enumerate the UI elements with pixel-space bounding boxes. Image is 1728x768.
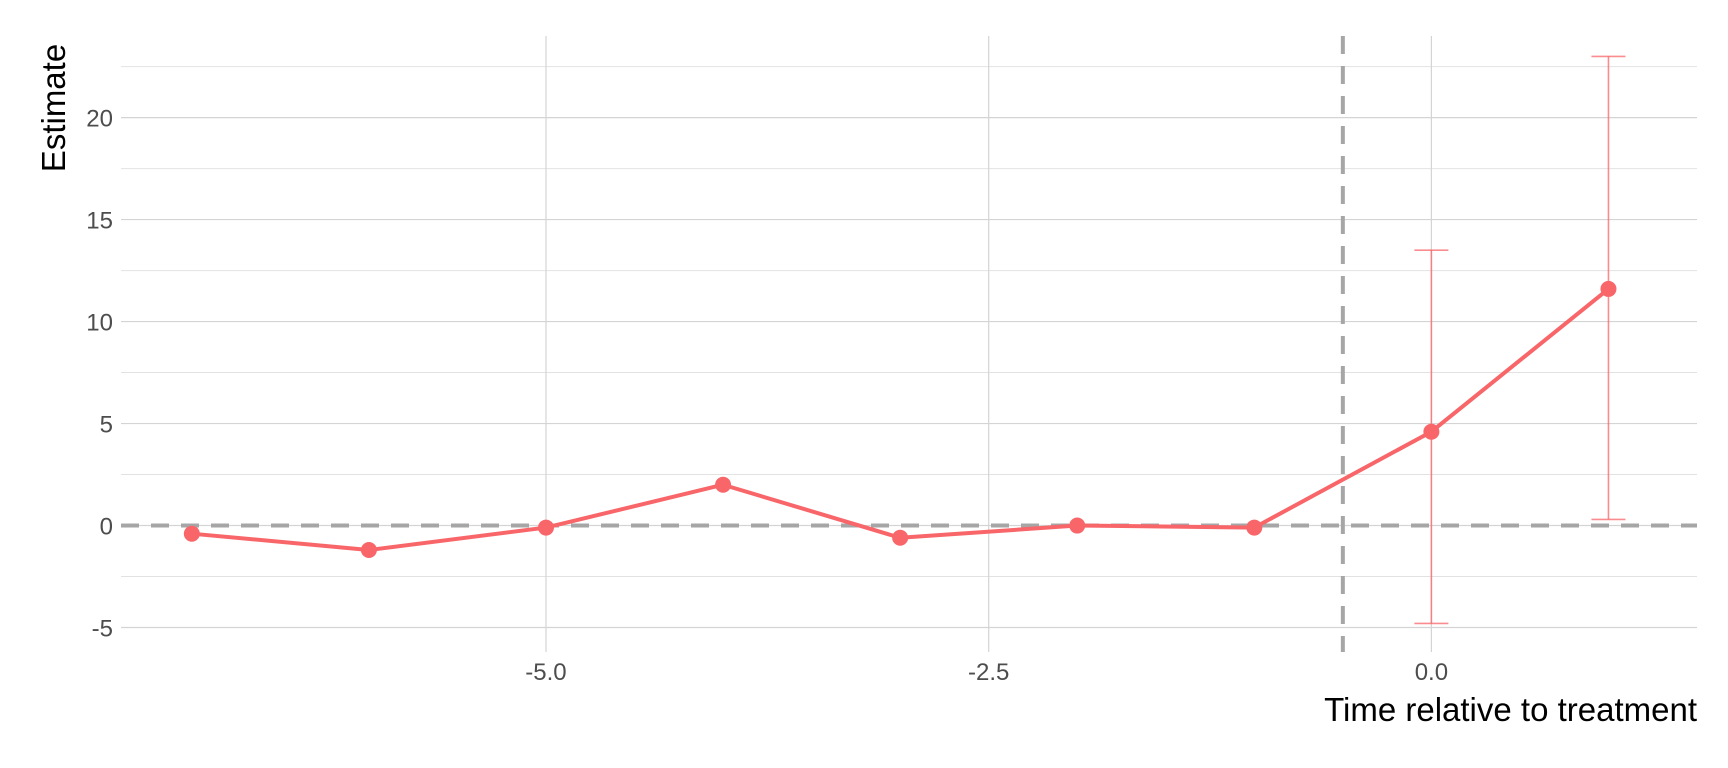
data-point: [715, 476, 732, 493]
y-tick-label: 10: [86, 310, 113, 337]
y-tick-label: 15: [86, 208, 113, 235]
x-tick-label: -2.5: [968, 659, 1009, 686]
data-point: [892, 529, 909, 546]
data-point: [537, 519, 554, 536]
y-tick-label: 0: [100, 514, 113, 541]
x-tick-label: 0.0: [1415, 659, 1448, 686]
y-tick-label: 20: [86, 106, 113, 133]
data-point: [1246, 519, 1263, 536]
reference-lines: [121, 36, 1697, 652]
data-point: [360, 542, 377, 559]
data-point: [1600, 280, 1617, 297]
y-axis-title: Estimate: [35, 44, 72, 172]
series-line: [191, 287, 1610, 553]
y-tick-label: 5: [100, 412, 113, 439]
data-series: [183, 280, 1617, 559]
error-bars: [1414, 55, 1626, 625]
data-point: [1069, 517, 1086, 534]
y-tick-label: -5: [92, 616, 113, 643]
data-point: [1423, 423, 1440, 440]
x-axis-ticks: -5.0 -2.5 0.0: [525, 659, 1448, 686]
y-axis-ticks: -5 0 5 10 15 20: [86, 106, 113, 643]
grid-lines: [121, 36, 1697, 652]
x-tick-label: -5.0: [525, 659, 566, 686]
x-axis-title: Time relative to treatment: [1324, 691, 1697, 728]
data-point: [183, 525, 200, 542]
